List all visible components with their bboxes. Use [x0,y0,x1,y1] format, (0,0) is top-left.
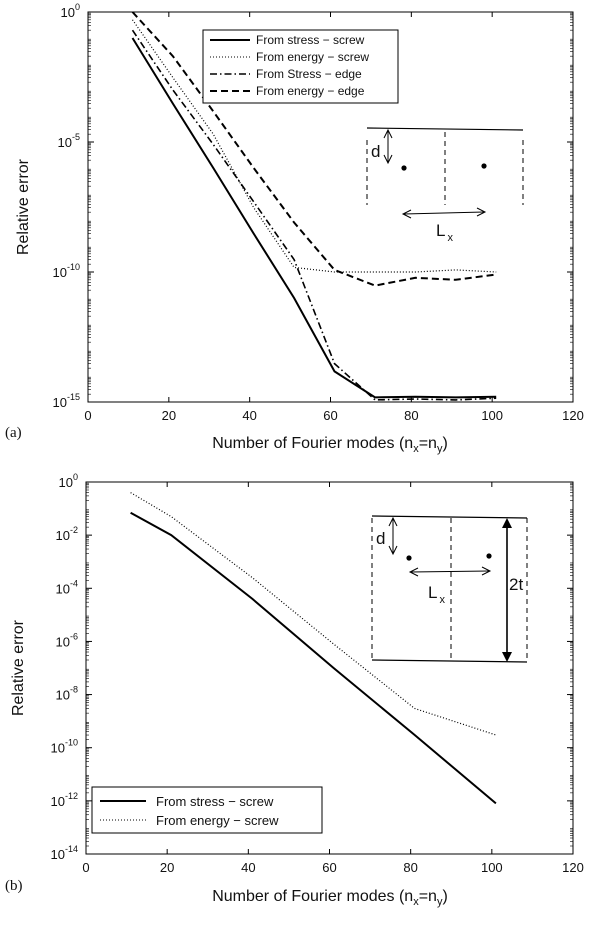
inset-b-bottom-surface [371,659,528,663]
series-b [130,492,497,805]
ticks-a: 0 20 40 60 80 100 120 100 10-5 10-10 10-15 [53,2,584,423]
y-tick-label-a-2: 10-10 [53,262,80,280]
inset-a-depth-arrowhead-top [383,128,393,139]
y-tick-label-b-7: 10-14 [51,844,78,862]
ylabel-a: Relative error [15,158,32,255]
inset-b-d-label: d [376,529,385,548]
x-tick-label-a-0: 0 [84,408,91,423]
inset-b-period-arrowhead-left [408,567,419,577]
ticks-b: 0 20 40 60 80 100 120 100 10-2 10-4 10-6 10-8 10-10 1… [51,472,584,875]
inset-a-period-arrow [403,211,485,215]
y-tick-label-a-1: 10-5 [58,132,80,150]
inset-a-surface [366,127,524,131]
inset-a-d-label: d [371,142,380,161]
inset-b-top-surface [371,515,528,519]
series-line-b-1 [130,492,497,736]
legend-a: From stress − screw From energy − screw … [202,29,399,104]
inset-b-period-arrowhead-right [481,566,492,576]
y-tick-label-b-6: 10-12 [51,791,78,809]
inset-a-period-arrowhead-left [401,209,412,219]
y-tick-label-b-2: 10-4 [56,578,78,596]
y-tick-label-a-3: 10-15 [53,392,80,410]
ylabel-b: Relative error [10,619,27,716]
legend-label-a-3: From energy − edge [256,84,365,98]
panel-label-a: (a) [5,425,22,441]
xlabel-b: Number of Fourier modes (nx=ny) [212,888,448,908]
x-tick-label-a-6: 120 [562,408,584,423]
legend-label-b-0: From stress − screw [156,794,274,809]
y-tick-label-b-0: 100 [59,472,78,490]
series-line-a-0 [131,37,497,399]
series-a [131,11,497,401]
x-tick-label-a-2: 40 [242,408,256,423]
inset-a-dislocation-2 [481,163,487,169]
y-tick-label-b-3: 10-6 [56,631,78,649]
legend-box-b [91,786,323,834]
inset-a-depth-arrowhead-bottom [383,154,393,165]
x-tick-label-a-3: 60 [323,408,337,423]
x-tick-label-b-2: 40 [241,860,255,875]
legend-label-b-1: From energy − screw [156,813,279,828]
y-tick-label-b-4: 10-8 [56,685,78,703]
inset-b-depth-arrowhead-top [388,516,398,527]
y-tick-label-a-0: 100 [61,2,80,20]
x-tick-label-a-4: 80 [404,408,418,423]
x-tick-label-b-4: 80 [403,860,417,875]
chart-b: 0 20 40 60 80 100 120 100 10-2 10-4 10-6 10-8 10-10 1… [5,472,584,908]
inset-b-period-arrow [410,570,490,573]
inset-b-2t-label: 2t [509,575,523,594]
series-line-a-3 [131,11,497,287]
inset-b-depth-arrowhead-bottom [388,545,398,556]
chart-a: 0 20 40 60 80 100 120 100 10-5 10-10 10-15 Relativ… [5,2,584,455]
inset-b-thickness-arrowhead-top [502,518,512,528]
xlabel-a: Number of Fourier modes (nx=ny) [212,435,448,455]
inset-a-dislocation-1 [401,165,407,171]
x-tick-label-a-1: 20 [162,408,176,423]
y-tick-label-b-1: 10-2 [56,525,78,543]
legend-label-a-1: From energy − screw [256,50,369,64]
y-tick-label-b-5: 10-10 [51,738,78,756]
x-tick-label-b-6: 120 [562,860,584,875]
x-tick-label-b-0: 0 [82,860,89,875]
x-tick-label-b-1: 20 [160,860,174,875]
legend-b: From stress − screw From energy − screw [91,786,323,834]
panel-label-b: (b) [5,878,23,894]
inset-b-dislocation-2 [486,553,492,559]
x-tick-label-b-5: 100 [481,860,503,875]
legend-label-a-0: From stress − screw [256,33,365,47]
x-tick-label-b-3: 60 [322,860,336,875]
series-line-a-1 [132,19,497,273]
inset-b-dislocation-1 [406,555,412,561]
inset-b-thickness-arrowhead-bottom [502,652,512,662]
series-line-a-2 [131,29,497,401]
x-tick-label-a-5: 100 [481,408,503,423]
series-line-b-0 [130,511,497,805]
legend-label-a-2: From Stress − edge [256,67,362,81]
inset-a-period-arrowhead-right [476,207,487,217]
